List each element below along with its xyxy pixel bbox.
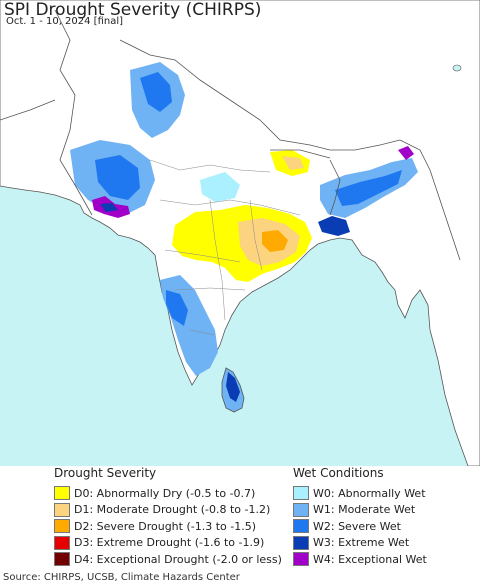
legend-swatch-d2 [54,519,70,534]
legend-item-w1: W1: Moderate Wet [293,502,427,519]
legend-drought-heading: Drought Severity [54,466,157,480]
legend-swatch-w3 [293,535,309,550]
legend-item-d3: D3: Extreme Drought (-1.6 to -1.9) [54,535,282,552]
legend-item-d4: D4: Exceptional Drought (-2.0 or less) [54,551,282,568]
legend-swatch-w0 [293,486,309,501]
map-canvas [0,0,480,466]
wet-w2-west [95,155,140,200]
drought-d1-north [282,156,304,170]
legend-item-w2: W2: Severe Wet [293,518,427,535]
legend-item-w0: W0: Abnormally Wet [293,485,427,502]
drought-d2-central [262,230,288,252]
wet-w2-south [166,290,188,326]
wet-w3-delta [318,216,350,236]
legend-item-d2: D2: Severe Drought (-1.3 to -1.5) [54,518,282,535]
wet-w3-gujarat [100,203,118,212]
map-title: SPI Drought Severity (CHIRPS) [4,0,262,20]
legend-label-d4: D4: Exceptional Drought (-2.0 or less) [74,552,282,566]
legend-label-w1: W1: Moderate Wet [313,503,416,517]
legend-swatch-w4 [293,552,309,567]
legend-item-w4: W4: Exceptional Wet [293,551,427,568]
legend-label-d3: D3: Extreme Drought (-1.6 to -1.9) [74,536,265,550]
legend-item-d1: D1: Moderate Drought (-0.8 to -1.2) [54,502,282,519]
legend-item-d0: D0: Abnormally Dry (-0.5 to -0.7) [54,485,282,502]
legend-item-w3: W3: Extreme Wet [293,535,427,552]
legend-label-d2: D2: Severe Drought (-1.3 to -1.5) [74,519,257,533]
country-borders [0,9,461,261]
legend-wet: Wet Conditions W0: Abnormally Wet W1: Mo… [293,466,427,568]
legend-label-w2: W2: Severe Wet [313,519,401,533]
legend-swatch-d3 [54,535,70,550]
sri-lanka-wet [226,372,240,402]
legend-swatch-d4 [54,552,70,567]
wet-w2-east [335,170,402,206]
map-subtitle: Oct. 1 - 10, 2024 [final] [6,16,124,27]
state-borders [149,159,301,336]
legend-label-w0: W0: Abnormally Wet [313,486,426,500]
legend-swatch-d0 [54,486,70,501]
lake [452,64,462,72]
wet-w2-north [140,72,172,112]
source-credit: Source: CHIRPS, UCSB, Climate Hazards Ce… [3,572,240,583]
legend-label-w4: W4: Exceptional Wet [313,552,427,566]
legend-label-w3: W3: Extreme Wet [313,536,410,550]
legend-label-d0: D0: Abnormally Dry (-0.5 to -0.7) [74,486,256,500]
legend-swatch-w2 [293,519,309,534]
wet-w0-central [200,172,240,202]
legend-wet-heading: Wet Conditions [293,466,384,480]
drought-map [0,0,480,466]
legend-swatch-d1 [54,502,70,517]
legend-drought: Drought Severity D0: Abnormally Dry (-0.… [54,466,282,568]
legend: Drought Severity D0: Abnormally Dry (-0.… [0,466,480,570]
legend-label-d1: D1: Moderate Drought (-0.8 to -1.2) [74,503,271,517]
legend-swatch-w1 [293,502,309,517]
wet-w4-east [398,146,414,160]
